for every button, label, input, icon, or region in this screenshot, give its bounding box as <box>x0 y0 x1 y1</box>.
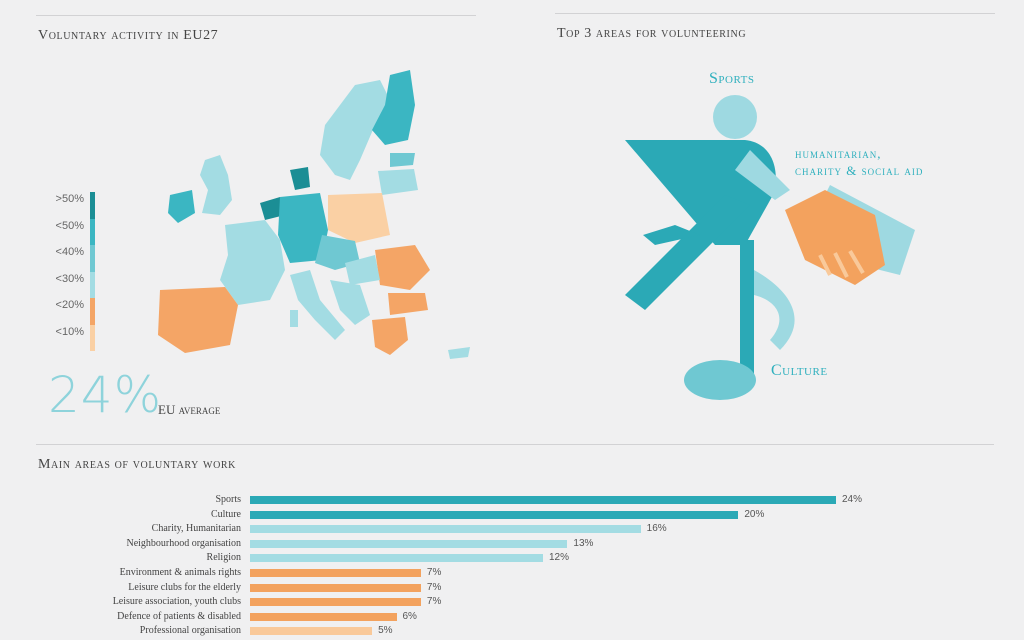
map-latvia-lithuania <box>378 169 418 195</box>
legend-label: <10% <box>55 325 84 338</box>
bar <box>250 627 373 636</box>
bar-category-label: Neighbourhood organisation <box>126 537 241 549</box>
sports-figure-leg2 <box>643 225 700 245</box>
area-label-charity: charity & social aid <box>795 163 924 178</box>
bar <box>250 510 739 519</box>
map-romania <box>375 245 430 290</box>
legend-label: <30% <box>55 272 84 285</box>
bar-value-label: 5% <box>378 625 393 637</box>
bar-category-label: Charity, Humanitarian <box>151 523 241 535</box>
map-bulgaria <box>388 293 428 315</box>
bar-category-label: Religion <box>206 552 241 564</box>
map-estonia <box>390 153 415 167</box>
eu-map <box>158 70 470 359</box>
legend-swatch <box>90 271 95 298</box>
map-sardinia <box>290 310 298 327</box>
top3-illustration <box>625 95 915 400</box>
bar-category-label: Professional organisation <box>139 625 241 637</box>
bar-chart-title: Main areas of voluntary work <box>38 457 237 472</box>
bar-value-label: 7% <box>426 567 442 578</box>
area-label-culture: Culture <box>771 362 828 379</box>
bar <box>250 569 421 577</box>
legend-label: <40% <box>55 246 84 258</box>
bar-value-label: 12% <box>549 552 570 564</box>
area-label-humanitarian: humanitarian, <box>795 146 882 161</box>
map-balkans <box>330 280 370 325</box>
bar-category-label: Environment & animals rights <box>119 567 241 578</box>
legend-swatch <box>90 192 95 219</box>
map-germany <box>278 193 328 263</box>
legend-label: <50% <box>55 219 84 232</box>
map-greece <box>372 317 408 355</box>
map-netherlands <box>260 197 285 220</box>
legend-label: >50% <box>55 193 84 205</box>
bar-value-label: 20% <box>744 508 765 520</box>
bar-value-label: 6% <box>402 610 417 622</box>
bar-category-label: Defence of patients & disabled <box>117 610 241 622</box>
culture-note-head <box>684 360 756 400</box>
top-rule-right <box>555 13 995 14</box>
middle-rule <box>36 444 994 445</box>
bar <box>250 525 641 534</box>
map-uk <box>200 155 232 215</box>
eu-average-label: EU average <box>158 402 221 417</box>
map-norway-sweden <box>320 80 390 180</box>
legend-swatch <box>90 245 95 272</box>
map-hungary <box>345 255 380 285</box>
bar <box>250 612 397 621</box>
bar <box>250 598 421 607</box>
map-france <box>220 220 285 305</box>
culture-note-flag <box>754 270 795 350</box>
bar-category-label: Leisure clubs for the elderly <box>128 581 241 593</box>
legend-swatch <box>90 298 95 325</box>
map-central <box>315 235 360 270</box>
bar <box>250 554 543 563</box>
bar-category-label: Sports <box>215 494 241 505</box>
map-iberia <box>158 287 238 353</box>
sports-figure-head <box>713 95 757 139</box>
map-poland <box>328 193 390 243</box>
map-italy <box>290 270 345 340</box>
legend-swatch <box>90 324 95 351</box>
bar-category-label: Leisure association, youth clubs <box>112 596 241 608</box>
map-denmark <box>290 167 310 190</box>
eu-average-value: 24% <box>48 366 163 424</box>
top-rule-left <box>36 15 476 16</box>
bar <box>250 583 421 592</box>
sports-figure-arm <box>735 150 790 200</box>
top3-title: Top 3 areas for volunteering <box>557 26 747 41</box>
map-cyprus <box>448 347 470 359</box>
map-finland <box>372 70 415 145</box>
sports-figure-leg <box>625 195 750 310</box>
culture-note-stem <box>740 240 754 380</box>
bar <box>250 496 836 504</box>
bar-value-label: 24% <box>842 494 863 505</box>
handshake-fingers <box>818 249 865 278</box>
map-ireland <box>168 190 195 223</box>
legend-label: <20% <box>55 299 84 311</box>
legend-swatch <box>90 218 95 245</box>
map-title: Voluntary activity in EU27 <box>38 28 219 43</box>
handshake-hand-front <box>785 190 885 285</box>
bar-value-label: 7% <box>426 581 442 593</box>
bar-value-label: 16% <box>646 523 667 535</box>
bar <box>250 539 568 548</box>
bar-value-label: 13% <box>573 537 594 549</box>
bar-category-label: Culture <box>211 508 241 520</box>
bar-value-label: 7% <box>426 596 442 608</box>
area-label-sports: Sports <box>709 70 755 87</box>
